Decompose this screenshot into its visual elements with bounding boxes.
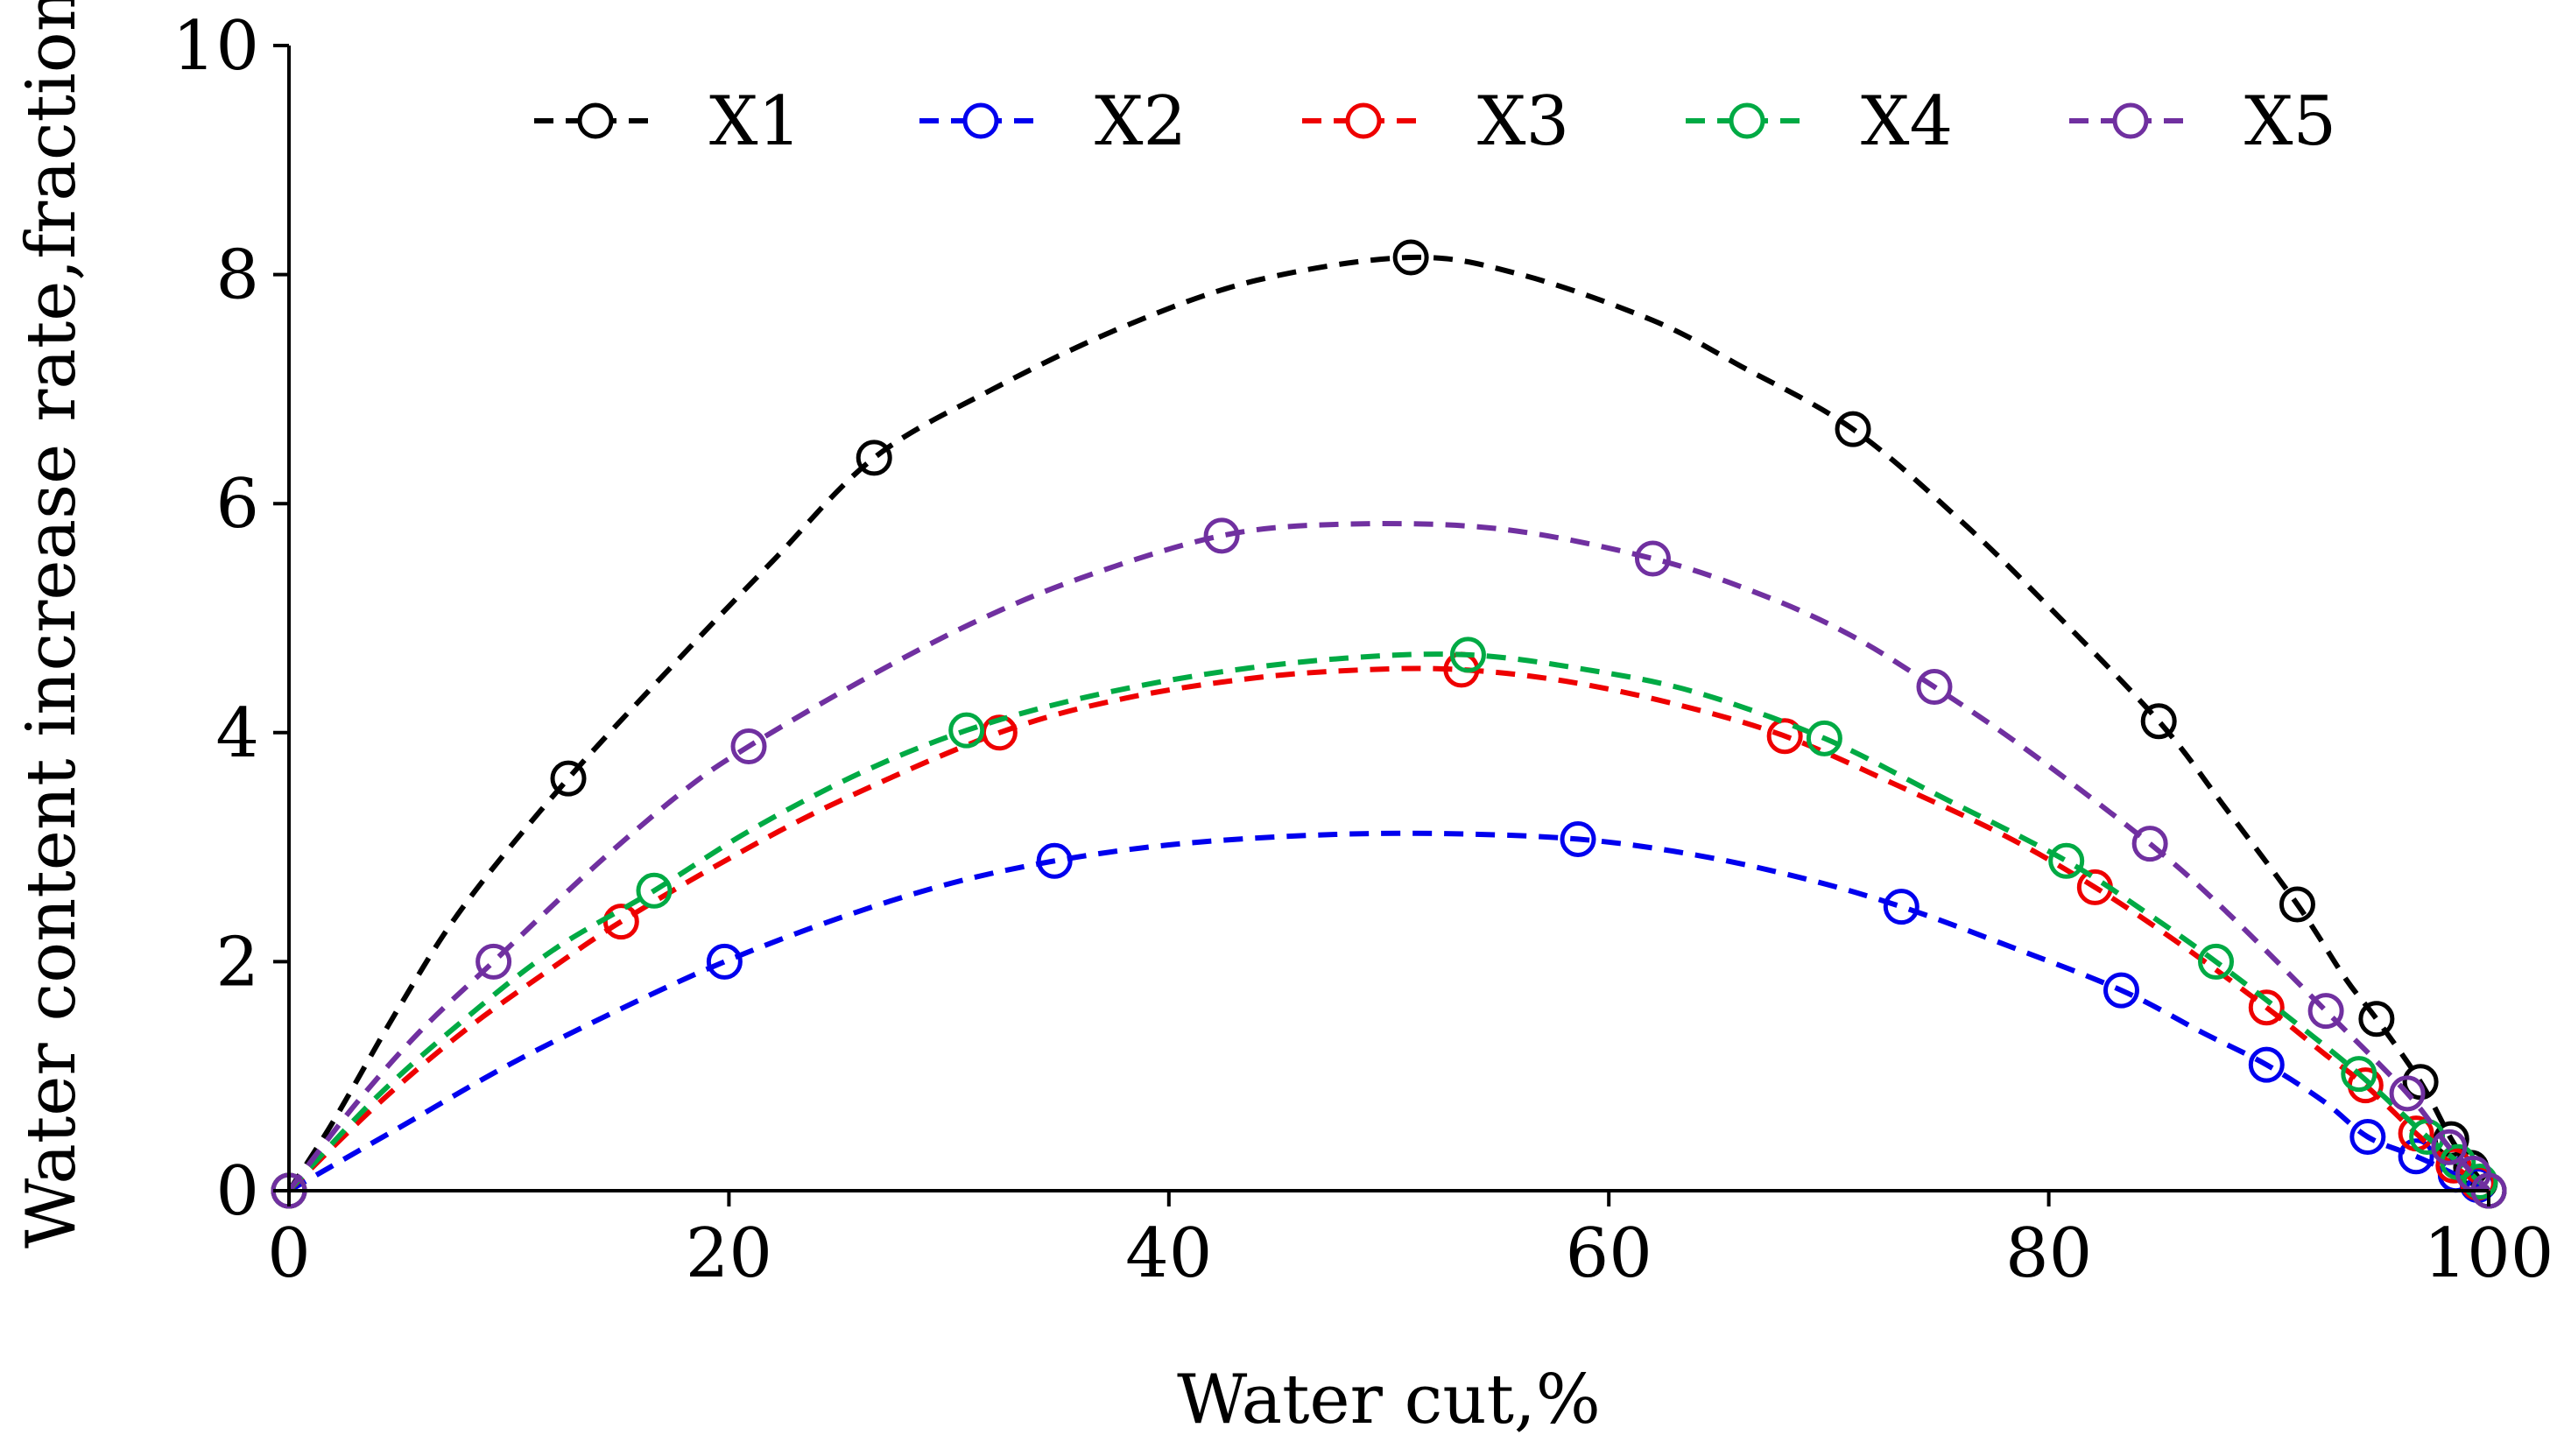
series-x3-point <box>1766 718 1803 755</box>
legend-swatch-marker <box>577 102 614 139</box>
series-x3-point <box>2435 1147 2472 1184</box>
series-x2-line <box>287 830 2490 1193</box>
series-x4-point <box>2462 1164 2498 1200</box>
series-x1-point <box>856 440 892 476</box>
legend: X1 X2 X3 X4 X5 <box>534 82 2336 161</box>
series-x5-point <box>475 943 512 980</box>
series-x2-point <box>2103 972 2139 1009</box>
series-x5-point <box>1634 540 1671 577</box>
series-x1-point <box>2279 886 2315 923</box>
series-layer <box>271 239 2507 1209</box>
series-x1-point <box>2140 703 2177 740</box>
series-x1-point <box>1392 239 1429 276</box>
series-x2-point <box>2398 1138 2434 1175</box>
series-x5 <box>271 517 2507 1209</box>
x-tick-label: 20 <box>686 1214 772 1293</box>
legend-label: X4 <box>1861 82 1953 161</box>
series-x1-point <box>550 760 587 797</box>
series-x2-point <box>706 943 743 980</box>
x-tick-label: 60 <box>1566 1214 1652 1293</box>
series-x4-point <box>2341 1056 2377 1093</box>
series-x1-point <box>2358 1001 2395 1037</box>
series-x2-point <box>1560 820 1596 857</box>
y-axis-title: Water content increase rate,fraction <box>12 0 91 1249</box>
legend-label: X2 <box>1095 82 1187 161</box>
series-x1-point <box>1835 411 1871 447</box>
x-tick-label: 0 <box>267 1214 311 1293</box>
y-tick-label: 8 <box>215 236 259 315</box>
legend-item-x2: X2 <box>919 82 1187 161</box>
series-x5-point <box>1916 668 1953 705</box>
series-x3-point <box>2248 989 2285 1026</box>
legend-swatch-marker <box>1345 102 1382 139</box>
series-x4-point <box>948 712 985 749</box>
legend-label: X3 <box>1477 82 1569 161</box>
series-x5-point <box>2389 1075 2426 1112</box>
series-x4-point <box>2048 842 2085 879</box>
x-tick-label: 40 <box>1125 1214 1212 1293</box>
series-x2-point <box>2248 1046 2285 1083</box>
legend-item-x4: X4 <box>1686 82 1953 161</box>
legend-swatch-marker <box>1729 102 1765 139</box>
legend-label: X5 <box>2244 82 2336 161</box>
series-x5-point <box>2131 826 2168 862</box>
series-x2-point <box>2349 1119 2386 1156</box>
series-x1-line <box>286 254 2491 1192</box>
series-x4-line <box>286 651 2491 1193</box>
legend-swatch-marker <box>962 102 999 139</box>
series-x5-point <box>2307 993 2344 1030</box>
legend-label: X1 <box>709 82 801 161</box>
legend-swatch-marker <box>2112 102 2149 139</box>
series-x4 <box>271 637 2507 1209</box>
series-x5-point <box>730 728 767 764</box>
series-x4-point <box>1806 720 1842 756</box>
y-tick-label: 10 <box>173 7 259 86</box>
series-x4-point <box>2198 943 2235 980</box>
series-x2 <box>271 820 2507 1209</box>
y-tick-label: 4 <box>215 694 259 773</box>
series-x2-point <box>1036 842 1073 879</box>
series-x2-point <box>1883 889 1920 925</box>
series-x5-point <box>1203 517 1240 554</box>
legend-item-x1: X1 <box>534 82 801 161</box>
series-x4-point <box>636 872 673 909</box>
legend-item-x3: X3 <box>1302 82 1569 161</box>
x-tick-label: 100 <box>2424 1214 2554 1293</box>
x-axis-title: Water cut,% <box>1177 1361 1601 1439</box>
x-tick-label: 80 <box>2005 1214 2092 1293</box>
y-tick-label: 0 <box>215 1152 259 1231</box>
series-x3-line <box>286 665 2490 1193</box>
series-x4-point <box>1449 637 1486 673</box>
y-tick-label: 6 <box>215 465 259 544</box>
series-x1 <box>271 239 2507 1209</box>
y-tick-label: 2 <box>215 923 259 1002</box>
series-x5-point <box>2431 1129 2468 1165</box>
legend-item-x5: X5 <box>2069 82 2336 161</box>
